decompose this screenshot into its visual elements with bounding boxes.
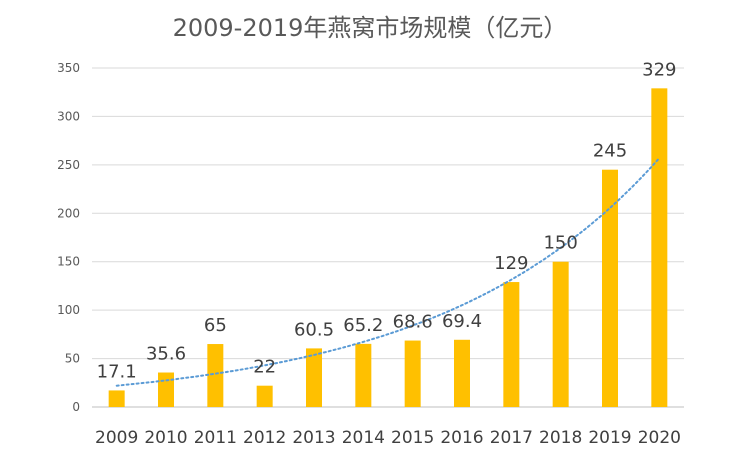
- bar: [158, 372, 174, 407]
- data-label: 35.6: [146, 344, 186, 365]
- y-tick-label: 0: [72, 400, 80, 414]
- data-label: 150: [543, 233, 577, 254]
- y-tick-label: 150: [57, 255, 80, 269]
- trendline-group: [115, 157, 661, 387]
- y-tick-label: 200: [57, 206, 80, 220]
- x-category-label: 2014: [342, 428, 385, 448]
- data-label: 68.6: [393, 312, 433, 333]
- data-label: 129: [494, 253, 528, 274]
- trendline: [115, 157, 661, 387]
- data-labels: 17.1 35.6 65 22 60.5 65.2 68.6 69.4 129 150 245 329: [97, 59, 677, 382]
- x-category-label: 2015: [391, 428, 434, 448]
- gridlines: [92, 67, 684, 408]
- bar: [454, 339, 470, 407]
- x-category-label: 2013: [292, 428, 335, 448]
- x-category-label: 2019: [588, 428, 631, 448]
- x-category-label: 2018: [539, 428, 582, 448]
- y-tick-label: 300: [57, 109, 80, 123]
- bar: [207, 344, 224, 407]
- bar: [355, 343, 372, 407]
- bar: [404, 340, 421, 407]
- data-label: 245: [593, 141, 627, 162]
- y-axis-ticks: 0 50 100 150 200 250 300 350: [57, 61, 80, 414]
- y-tick-label: 250: [57, 158, 80, 172]
- bar: [651, 88, 668, 407]
- x-category-label: 2017: [490, 428, 533, 448]
- x-category-label: 2020: [638, 428, 681, 448]
- x-category-label: 2012: [243, 428, 286, 448]
- y-tick-label: 50: [65, 352, 80, 366]
- bar: [108, 390, 125, 407]
- data-label: 60.5: [294, 319, 334, 340]
- bar: [602, 169, 618, 407]
- x-category-label: 2016: [440, 428, 483, 448]
- bar: [306, 348, 322, 407]
- x-category-label: 2011: [194, 428, 237, 448]
- y-tick-label: 350: [57, 61, 80, 75]
- bar: [503, 282, 520, 407]
- x-category-label: 2009: [95, 428, 138, 448]
- x-category-label: 2010: [144, 428, 187, 448]
- bar: [552, 261, 569, 407]
- bars: [108, 88, 668, 407]
- data-label: 65: [204, 315, 227, 336]
- data-label: 22: [253, 357, 276, 378]
- bar: [256, 385, 273, 407]
- data-label: 65.2: [343, 315, 383, 336]
- data-label: 329: [642, 59, 676, 80]
- y-tick-label: 100: [57, 303, 80, 317]
- x-axis-labels: 2009 2010 2011 2012 2013 2014 2015 2016 2017 2018…: [95, 428, 681, 448]
- data-label: 69.4: [442, 311, 482, 332]
- data-label: 17.1: [97, 361, 137, 382]
- chart-title: 2009-2019年燕窝市场规模（亿元）: [173, 14, 568, 42]
